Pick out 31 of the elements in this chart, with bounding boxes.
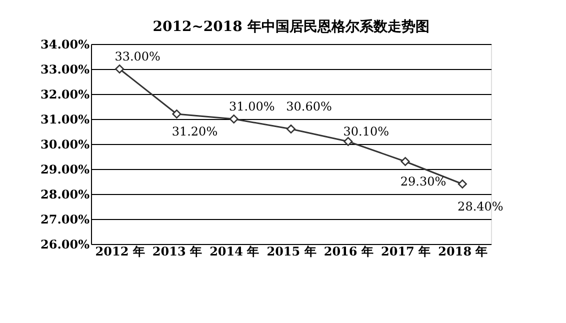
point xyxy=(172,109,182,119)
point xyxy=(286,124,296,134)
chart-title: 2012~2018 年中国居民恩格尔系数走势图 xyxy=(152,19,430,35)
y-tick-label: 33.00% xyxy=(40,62,90,76)
point xyxy=(400,156,410,166)
x-tick-label: 2013 年 xyxy=(152,244,202,258)
y-tick-label: 29.00% xyxy=(40,162,90,176)
point xyxy=(458,179,467,189)
x-tick-label: 2015 年 xyxy=(266,244,316,258)
y-tick-label: 30.00% xyxy=(40,138,90,152)
x-tick-label: 2016 年 xyxy=(324,244,374,258)
data-label: 31.20% xyxy=(172,124,218,138)
y-tick-label: 34.00% xyxy=(40,38,90,52)
x-tick-label: 2017 年 xyxy=(380,244,431,258)
x-tick-label: 2012 年 xyxy=(95,244,145,258)
data-label: 31.00% xyxy=(228,100,275,114)
y-tick-label: 28.00% xyxy=(40,188,90,202)
point xyxy=(344,136,353,146)
data-label: 29.30% xyxy=(400,174,446,188)
data-label: 28.40% xyxy=(458,200,504,214)
x-tick-label: 2018 年 xyxy=(438,244,488,258)
data-label: 33.00% xyxy=(114,50,160,64)
data-label: 30.10% xyxy=(343,124,390,138)
y-tick-label: 32.00% xyxy=(40,88,90,102)
y-tick-label: 31.00% xyxy=(40,112,90,126)
y-tick-label: 26.00% xyxy=(40,238,90,252)
x-tick-label: 2014 年 xyxy=(210,244,260,258)
point xyxy=(229,114,238,124)
y-tick-label: 27.00% xyxy=(40,212,90,226)
point xyxy=(115,64,124,74)
data-label: 30.60% xyxy=(286,100,332,114)
